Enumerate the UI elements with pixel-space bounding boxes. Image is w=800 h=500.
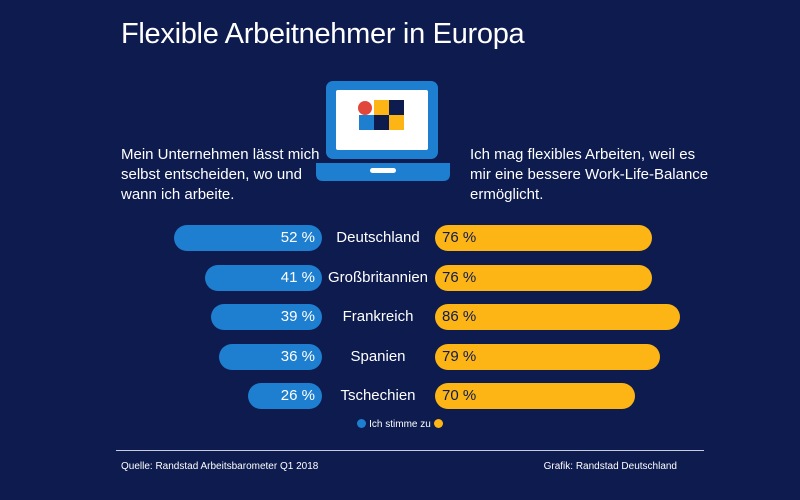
legend-blue-dot — [357, 419, 367, 428]
bar-right: 76 % — [435, 225, 652, 251]
category-label: Deutschland — [336, 229, 420, 246]
category-label: Spanien — [350, 347, 406, 365]
chart-row: 26 % Tschechien 70 % — [0, 383, 800, 409]
legend-yellow-dot — [433, 419, 443, 428]
bar-left: 41 % — [205, 264, 322, 291]
category-label: Frankreich — [342, 308, 414, 325]
footer-divider — [116, 450, 704, 451]
chart-row: 52 % Deutschland 76 % — [0, 225, 800, 251]
chart-row: 41 % Großbritannien 76 % — [0, 264, 800, 291]
chart-title: Flexible Arbeitnehmer in Europa — [121, 18, 525, 50]
bar-left: 39 % — [210, 304, 322, 330]
bar-right: 76 % — [435, 264, 652, 291]
category-label: Tschechien — [340, 387, 416, 404]
right-series-description: Ich mag flexibles Arbeiten, weil es mir … — [470, 146, 709, 203]
left-series-description: Mein Unternehmen lässt mich selbst entsc… — [121, 146, 320, 203]
credit-note: Grafik: Randstad Deutschland — [543, 461, 677, 472]
bar-right: 86 % — [435, 304, 681, 330]
legend-label: Ich stimme zu — [369, 419, 431, 430]
legend: Ich stimme zu — [0, 418, 800, 432]
chart-row: 36 % Spanien 79 % — [0, 343, 800, 370]
category-label: Großbritannien — [327, 268, 429, 286]
chart-row: 39 % Frankreich 86 % — [0, 304, 800, 330]
bar-left: 26 % — [247, 383, 322, 409]
bar-left: 36 % — [219, 343, 322, 370]
laptop-icon — [316, 81, 450, 181]
bar-right: 70 % — [435, 383, 635, 409]
bar-left: 52 % — [173, 225, 322, 251]
source-note: Quelle: Randstad Arbeitsbarometer Q1 201… — [121, 461, 319, 472]
bar-right: 79 % — [435, 343, 661, 370]
